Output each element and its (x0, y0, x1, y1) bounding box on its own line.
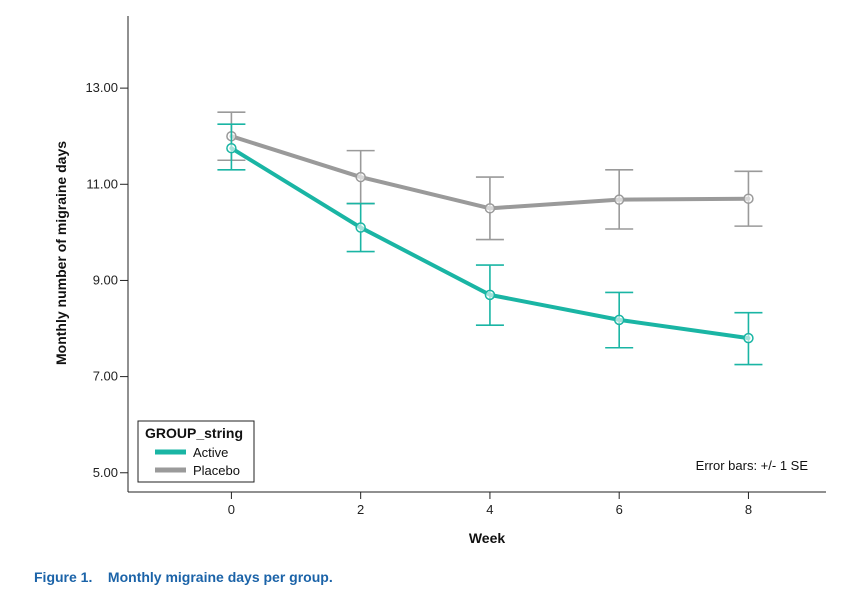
x-tick-label: 6 (616, 502, 623, 517)
figure-title: Monthly migraine days per group. (107, 569, 333, 585)
x-tick-label: 0 (228, 502, 235, 517)
figure-label: Figure 1. (34, 569, 93, 585)
data-point-placebo (355, 171, 366, 183)
data-point-active (355, 222, 366, 233)
data-point-placebo (484, 203, 496, 214)
y-tick-label: 7.00 (93, 369, 118, 384)
legend: GROUP_string Active Placebo (137, 420, 255, 483)
legend-label-placebo: Placebo (193, 463, 240, 478)
data-point-placebo (743, 193, 754, 204)
figure-caption: Figure 1. Monthly migraine days per grou… (34, 569, 333, 585)
x-tick-label: 2 (357, 502, 364, 517)
y-tick-label: 5.00 (93, 465, 118, 480)
y-tick-label: 11.00 (86, 176, 118, 191)
data-point-active (613, 314, 625, 326)
data-point-placebo (613, 194, 625, 205)
data-point-active (226, 142, 237, 154)
error-bar-note: Error bars: +/- 1 SE (696, 458, 809, 473)
x-axis-title: Week (469, 530, 506, 546)
x-tick-label: 8 (745, 502, 752, 517)
chart: 5.00 7.00 9.00 11.00 13.00 0 2 4 6 8 Monthly numb… (53, 16, 826, 546)
y-tick-label: 9.00 (93, 272, 118, 287)
legend-title: GROUP_string (145, 425, 243, 441)
y-tick-label: 13.00 (85, 80, 118, 95)
legend-label-active: Active (193, 445, 228, 460)
axes: 5.00 7.00 9.00 11.00 13.00 0 2 4 6 8 (85, 16, 826, 517)
y-axis-title: Monthly number of migraine days (53, 141, 69, 365)
series-layer (217, 111, 763, 366)
x-tick-label: 4 (486, 502, 493, 517)
data-point-active (484, 289, 496, 301)
data-point-active (743, 332, 754, 344)
